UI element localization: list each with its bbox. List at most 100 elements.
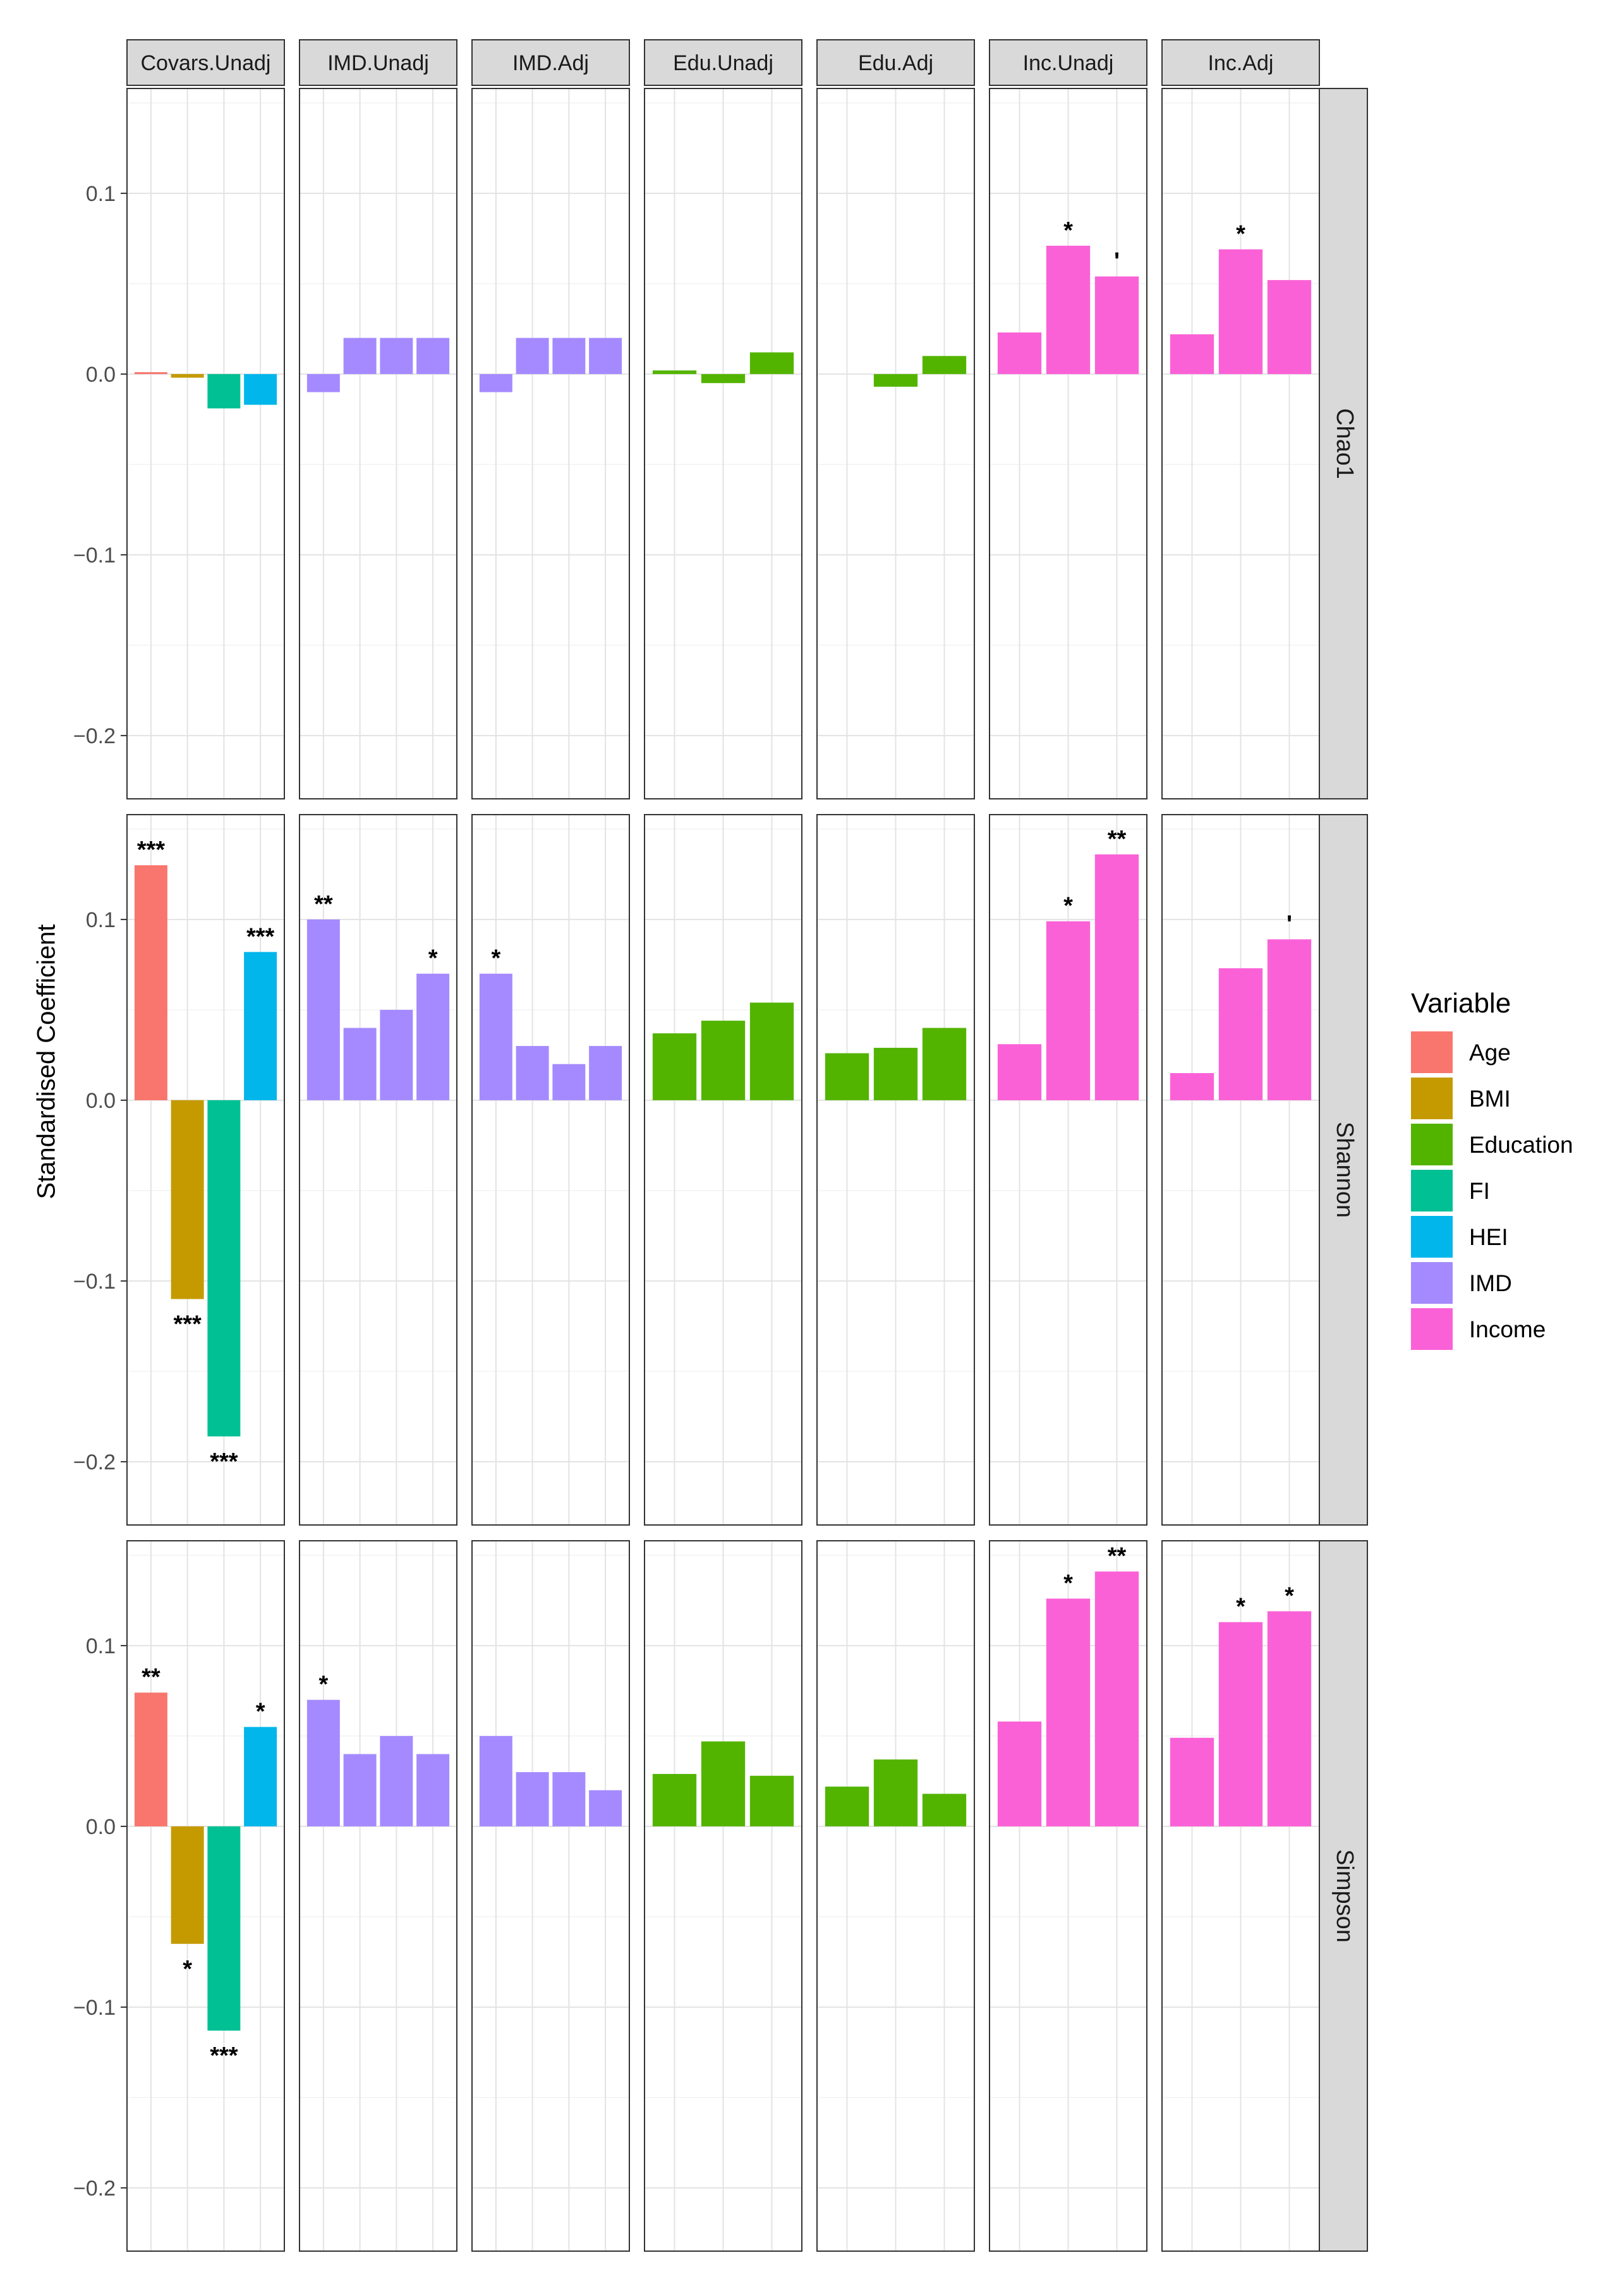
bar-education — [873, 1047, 918, 1100]
bar-hei — [244, 374, 277, 405]
legend-item-bmi: BMI — [1411, 1078, 1511, 1119]
y-tick-label: 0.1 — [86, 1634, 116, 1658]
bar-education — [652, 1773, 697, 1826]
panel-Chao1-Covars.Unadj — [126, 88, 285, 799]
panel-Shannon-IMD.Adj: * — [471, 814, 630, 1526]
strip-row-label: Simpson — [1331, 1849, 1358, 1943]
bar-imd — [343, 1028, 377, 1100]
panel-Chao1-Edu.Adj — [816, 88, 975, 799]
panel-Simpson-IMD.Adj — [471, 1540, 630, 2252]
panel-background — [472, 815, 629, 1525]
legend-key — [1411, 1216, 1453, 1258]
legend-label: HEI — [1469, 1224, 1508, 1250]
significance-label: ** — [314, 891, 333, 918]
bar-education — [922, 1028, 967, 1100]
significance-label: *** — [210, 2043, 238, 2069]
bar-age — [134, 865, 167, 1100]
legend-key — [1411, 1124, 1453, 1165]
y-tick-label: 0.0 — [86, 1815, 116, 1839]
bar-bmi — [171, 374, 204, 378]
panel-border — [299, 1540, 457, 2252]
bar-education — [652, 370, 697, 374]
panel-border — [644, 88, 802, 799]
panel-Chao1-Inc.Unadj: *' — [989, 88, 1147, 799]
legend-item-education: Education — [1411, 1124, 1573, 1165]
panel-Simpson-Inc.Adj: * * — [1161, 1540, 1320, 2252]
strip-col-label: Inc.Unadj — [1023, 51, 1114, 75]
panel-Shannon-Covars.Unadj: *** *** *** *** — [126, 814, 285, 1526]
bar-imd — [516, 1046, 549, 1100]
bar-bmi — [171, 1826, 204, 1944]
strip-col-6 — [1161, 39, 1320, 86]
panel-border — [126, 1540, 285, 2252]
legend-key — [1411, 1170, 1453, 1212]
bar-education — [652, 1033, 697, 1100]
bar-imd — [416, 1754, 450, 1826]
panel-Chao1-IMD.Adj — [471, 88, 630, 799]
bar-education — [701, 1741, 746, 1826]
bar-education — [825, 1786, 869, 1826]
panel-Simpson-Inc.Unadj: *** — [989, 1540, 1147, 2252]
strip-col-2 — [471, 39, 630, 86]
significance-label: ' — [1114, 248, 1120, 274]
strip-col-4 — [816, 39, 975, 86]
panel-border — [299, 88, 457, 799]
panel-background — [127, 88, 284, 799]
strip-row-label: Shannon — [1331, 1122, 1358, 1218]
significance-label: ' — [1286, 911, 1292, 937]
panel-border — [989, 814, 1147, 1526]
significance-label: *** — [246, 923, 275, 950]
bar-hei — [244, 1727, 277, 1826]
bar-imd — [416, 337, 450, 374]
y-axis: 0.1 0.0 −0.1 −0.2 0.1 0.0 −0.1 −0.2 0.1 0.0 −0.1 −0… — [73, 182, 127, 2201]
bar-income — [1046, 921, 1091, 1100]
significance-label: * — [183, 1956, 192, 1983]
legend-label: Age — [1469, 1040, 1511, 1066]
legend-item-hei: HEI — [1411, 1216, 1508, 1258]
bar-income — [1170, 334, 1214, 374]
panel-Shannon-Edu.Unadj — [644, 814, 802, 1526]
panel-Shannon-Edu.Adj — [816, 814, 975, 1526]
legend-title: Variable — [1411, 988, 1511, 1019]
panel-background — [472, 88, 629, 799]
strip-col-label: IMD.Unadj — [327, 51, 429, 75]
legend-label: BMI — [1469, 1086, 1511, 1112]
significance-label: *** — [210, 1449, 238, 1475]
panel-Chao1-Inc.Adj: * — [1161, 88, 1320, 799]
panel-Simpson-Covars.Unadj: ******* — [126, 1540, 285, 2252]
panel-border — [1161, 1540, 1320, 2252]
legend-label: Income — [1469, 1316, 1546, 1342]
panel-Simpson-Edu.Adj — [816, 1540, 975, 2252]
strip-col-5 — [989, 39, 1147, 86]
bar-imd — [552, 337, 586, 374]
bar-fi — [207, 374, 241, 409]
panel-border — [989, 88, 1147, 799]
panel-border — [644, 1540, 802, 2252]
significance-label: * — [1236, 221, 1245, 248]
facet-grid: Covars.Unadj IMD.Unadj IMD.Adj Edu.Unadj Edu… — [126, 39, 1368, 2252]
bar-fi — [207, 1826, 241, 2031]
strip-col-label: Covars.Unadj — [141, 51, 271, 75]
bar-income — [1094, 1571, 1139, 1826]
strip-row-label: Chao1 — [1331, 408, 1358, 479]
panel-border — [816, 814, 975, 1526]
legend-items: Age BMI Education FI HEI IMD Income — [1411, 1031, 1573, 1350]
panel-border — [126, 88, 285, 799]
bar-income — [997, 332, 1042, 374]
panel-background — [472, 1541, 629, 2251]
bar-income — [1267, 1611, 1312, 1826]
y-tick-label: 0.0 — [86, 363, 116, 387]
bar-imd — [416, 973, 450, 1100]
y-tick-label: −0.1 — [73, 1996, 116, 2020]
bar-education — [749, 1002, 794, 1100]
panel-Shannon-Inc.Adj: ' — [1161, 814, 1320, 1526]
bar-income — [1170, 1737, 1214, 1826]
bar-education — [701, 374, 746, 384]
panel-background — [300, 88, 457, 799]
bar-imd — [589, 337, 622, 374]
strip-col-1 — [299, 39, 457, 86]
legend-label: Education — [1469, 1132, 1573, 1158]
bar-bmi — [171, 1100, 204, 1299]
panel-border — [1161, 88, 1320, 799]
